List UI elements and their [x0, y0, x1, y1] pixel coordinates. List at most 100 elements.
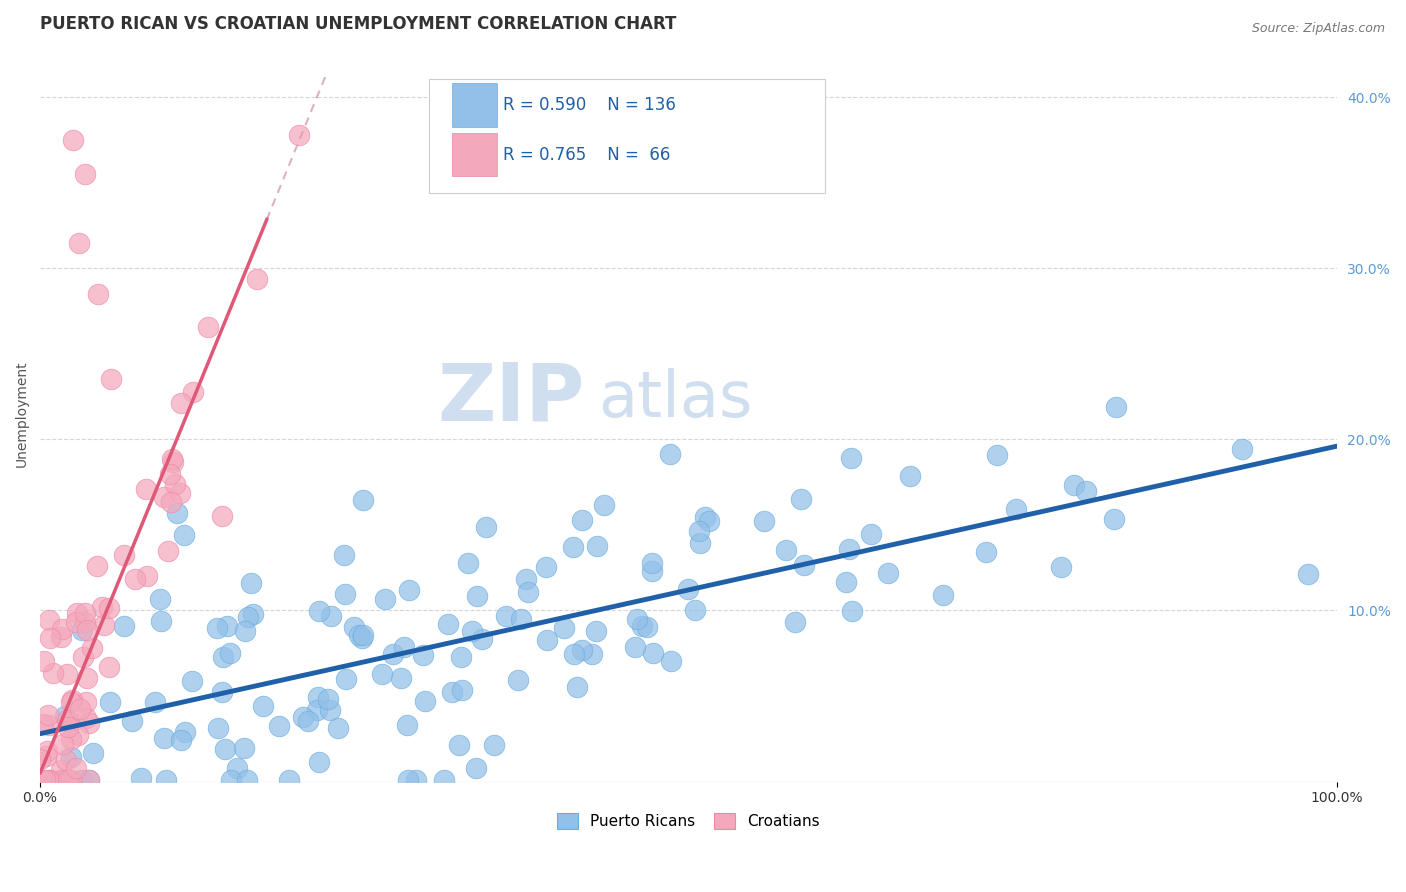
Point — [307, 702, 329, 716]
Point — [73, 615, 96, 629]
Point — [221, 772, 243, 787]
Text: ZIP: ZIP — [437, 360, 585, 438]
Point — [197, 320, 219, 334]
Point — [447, 738, 470, 752]
Point — [38, 718, 60, 732]
Point — [212, 650, 235, 665]
Point — [484, 738, 506, 752]
Point — [986, 448, 1008, 462]
Point — [838, 541, 860, 556]
Point — [565, 680, 588, 694]
Legend: Puerto Ricans, Croatians: Puerto Ricans, Croatians — [550, 805, 828, 837]
Point — [169, 486, 191, 500]
Point — [87, 286, 110, 301]
Point — [166, 506, 188, 520]
Text: R = 0.765    N =  66: R = 0.765 N = 66 — [503, 145, 671, 163]
Point — [370, 667, 392, 681]
Point — [236, 609, 259, 624]
Point — [352, 631, 374, 645]
Point — [55, 714, 77, 728]
Point — [163, 476, 186, 491]
Point — [135, 569, 157, 583]
Point — [121, 714, 143, 729]
Point — [553, 621, 575, 635]
Point — [69, 702, 91, 716]
Text: PUERTO RICAN VS CROATIAN UNEMPLOYMENT CORRELATION CHART: PUERTO RICAN VS CROATIAN UNEMPLOYMENT CO… — [41, 15, 676, 33]
Point — [451, 682, 474, 697]
Point — [35, 749, 58, 764]
Point — [374, 592, 396, 607]
Point — [246, 271, 269, 285]
Point — [150, 615, 173, 629]
Point — [86, 559, 108, 574]
Point — [56, 720, 79, 734]
Point — [474, 519, 496, 533]
Point — [77, 716, 100, 731]
Point — [159, 467, 181, 481]
Point — [841, 604, 863, 618]
Point — [976, 545, 998, 559]
Point — [207, 721, 229, 735]
Point — [697, 514, 720, 528]
Point — [898, 469, 921, 483]
Point — [82, 747, 104, 761]
Point — [789, 491, 811, 506]
Point — [60, 772, 83, 787]
Point — [162, 455, 184, 469]
Point — [112, 549, 135, 563]
Point — [839, 451, 862, 466]
Point — [232, 741, 254, 756]
Point — [38, 613, 60, 627]
Point — [98, 600, 121, 615]
Point — [441, 685, 464, 699]
Point — [51, 772, 73, 787]
Point — [225, 761, 247, 775]
Point — [55, 666, 77, 681]
Point — [661, 654, 683, 668]
Point — [581, 647, 603, 661]
Point — [129, 771, 152, 785]
Point — [55, 709, 77, 723]
Point — [381, 647, 404, 661]
Point — [326, 721, 349, 735]
Point — [931, 589, 953, 603]
Text: R = 0.590    N = 136: R = 0.590 N = 136 — [503, 95, 676, 113]
Point — [1074, 483, 1097, 498]
Point — [65, 615, 87, 629]
Point — [465, 590, 488, 604]
Point — [77, 772, 100, 787]
Point — [405, 772, 427, 787]
Point — [143, 695, 166, 709]
Point — [450, 649, 472, 664]
Point — [156, 544, 179, 558]
Point — [626, 611, 648, 625]
Point — [236, 772, 259, 787]
Point — [65, 761, 87, 775]
Point — [495, 609, 517, 624]
Point — [689, 535, 711, 549]
Point — [396, 772, 419, 787]
Point — [37, 708, 59, 723]
Point — [1296, 566, 1319, 581]
Point — [67, 727, 90, 741]
Point — [60, 695, 83, 709]
Point — [37, 772, 59, 787]
Point — [135, 482, 157, 496]
Point — [623, 640, 645, 654]
Point — [342, 620, 364, 634]
Point — [1049, 560, 1071, 574]
Point — [218, 646, 240, 660]
Point — [160, 494, 183, 508]
Point — [51, 763, 73, 777]
Point — [288, 128, 311, 142]
Point — [173, 724, 195, 739]
Point — [308, 755, 330, 769]
Point — [239, 575, 262, 590]
Point — [72, 650, 94, 665]
Text: atlas: atlas — [598, 368, 752, 430]
FancyBboxPatch shape — [453, 83, 496, 127]
Point — [66, 606, 89, 620]
Point — [35, 744, 58, 758]
Point — [464, 761, 486, 775]
Point — [877, 566, 900, 581]
